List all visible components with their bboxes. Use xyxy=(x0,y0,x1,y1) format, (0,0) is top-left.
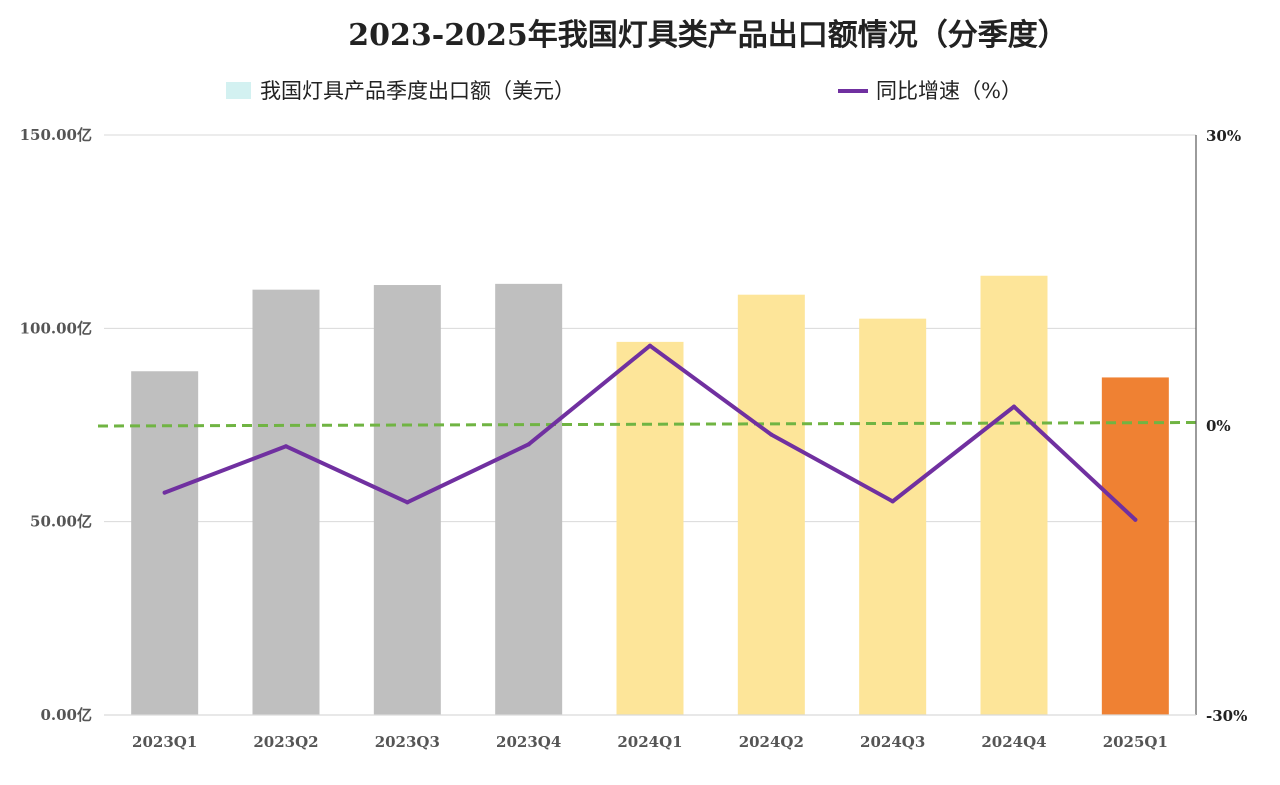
y-right-tick-label: 0% xyxy=(1206,417,1231,435)
axes: 0.00亿 50.00亿 100.00亿 150.00亿 -30% 0% 30% 2023Q1… xyxy=(20,126,1248,751)
zero-reference-line xyxy=(97,421,1197,428)
line-point xyxy=(1012,404,1016,409)
x-tick-label: 2024Q4 xyxy=(981,733,1046,751)
line-point xyxy=(769,432,774,437)
x-tick-label: 2024Q1 xyxy=(617,733,682,751)
line-point xyxy=(405,500,410,505)
growth-line-series xyxy=(162,343,1138,522)
legend-label-bar: 我国灯具产品季度出口额（美元） xyxy=(260,79,575,103)
reference-line xyxy=(97,421,1197,428)
legend-label-line: 同比增速（%） xyxy=(876,79,1022,103)
x-tick-label: 2023Q4 xyxy=(496,733,561,751)
y-right-tick-label: 30% xyxy=(1206,127,1241,145)
bar xyxy=(373,285,441,715)
bar xyxy=(737,294,805,715)
y-left-tick-label: 0.00亿 xyxy=(40,706,92,724)
chart-title: 2023-2025年我国灯具类产品出口额情况（分季度） xyxy=(348,18,1067,53)
bar xyxy=(859,318,927,715)
y-left-tick-label: 50.00亿 xyxy=(30,513,92,531)
bar xyxy=(1101,377,1169,715)
line-point xyxy=(890,499,895,504)
x-tick-label: 2024Q2 xyxy=(739,733,804,751)
x-tick-label: 2023Q3 xyxy=(375,733,440,751)
bar xyxy=(495,283,563,715)
x-tick-label: 2023Q2 xyxy=(253,733,318,751)
bar xyxy=(980,275,1048,715)
bar xyxy=(252,289,320,715)
x-tick-label: 2025Q1 xyxy=(1103,733,1168,751)
line-point xyxy=(1133,517,1138,522)
line-point xyxy=(526,442,531,447)
line-point xyxy=(284,444,288,449)
y-right-tick-label: -30% xyxy=(1206,707,1247,725)
y-left-tick-label: 150.00亿 xyxy=(20,126,92,144)
x-tick-label: 2023Q1 xyxy=(132,733,197,751)
legend-swatch-bar xyxy=(226,82,251,99)
bar-series xyxy=(131,275,1169,715)
line-point xyxy=(648,343,652,348)
x-tick-label: 2024Q3 xyxy=(860,733,925,751)
y-left-tick-label: 100.00亿 xyxy=(20,319,92,337)
bar xyxy=(131,371,199,715)
bar xyxy=(616,341,684,715)
legend: 我国灯具产品季度出口额（美元） 同比增速（%） xyxy=(226,79,1022,103)
line-point xyxy=(162,490,167,495)
